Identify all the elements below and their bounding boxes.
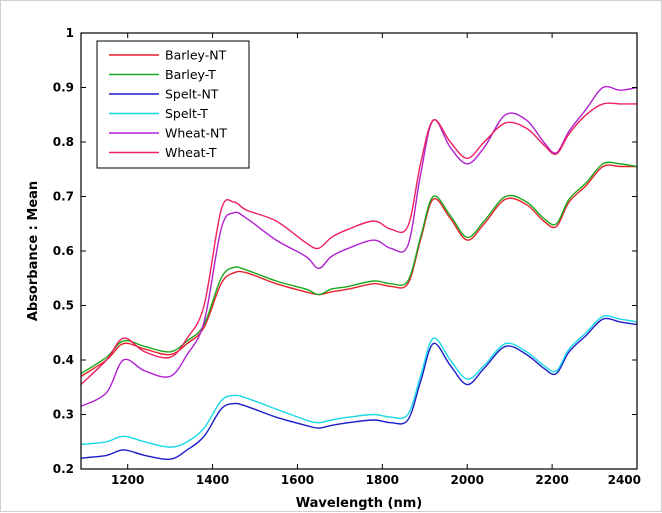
x-tick-label: 1200: [111, 473, 144, 487]
series-line-barley-nt: [80, 164, 637, 377]
x-tick-label: 2200: [535, 473, 568, 487]
series-line-spelt-t: [80, 315, 638, 448]
y-tick-label: 0.5: [53, 299, 74, 313]
y-tick-label: 0.7: [53, 190, 74, 204]
legend-label-barley-t: Barley-T: [165, 67, 216, 82]
legend-label-wheat-nt: Wheat-NT: [165, 126, 227, 141]
x-tick-label: 1800: [366, 473, 399, 487]
y-tick-label: 0.9: [53, 81, 74, 95]
series-lines: [80, 85, 638, 461]
series-line-spelt-nt: [80, 317, 638, 461]
legend-label-barley-nt: Barley-NT: [165, 48, 227, 63]
y-tick-label: 0.8: [53, 135, 74, 149]
x-tick-label: 2000: [451, 473, 484, 487]
series-line-wheat-nt: [80, 85, 638, 407]
y-tick-label: 0.6: [53, 244, 74, 258]
x-tick-label: 1400: [196, 473, 229, 487]
y-tick-label: 1: [66, 26, 74, 40]
legend-label-spelt-t: Spelt-T: [165, 106, 208, 121]
x-tick-label: 2400: [608, 473, 641, 487]
axis-ticks: 1200 1400 1600 1800 2000 2200 2400 0.2 0.3 0.4 0.5…: [53, 26, 641, 487]
x-axis-title: Wavelength (nm): [296, 496, 422, 511]
legend-label-spelt-nt: Spelt-NT: [165, 87, 219, 102]
x-tick-label: 1600: [281, 473, 314, 487]
y-tick-label: 0.2: [53, 462, 74, 476]
series-line-wheat-t: [80, 102, 637, 386]
y-axis-title: Absorbance : Mean: [26, 181, 41, 321]
legend: Barley-NT Barley-T Spelt-NT Spelt-T Wheat-NT…: [96, 40, 250, 169]
series-line-barley-t: [80, 161, 638, 375]
legend-label-wheat-t: Wheat-T: [165, 145, 217, 160]
y-tick-label: 0.4: [53, 353, 74, 367]
legend-box: [96, 40, 250, 169]
y-tick-label: 0.3: [53, 408, 74, 422]
